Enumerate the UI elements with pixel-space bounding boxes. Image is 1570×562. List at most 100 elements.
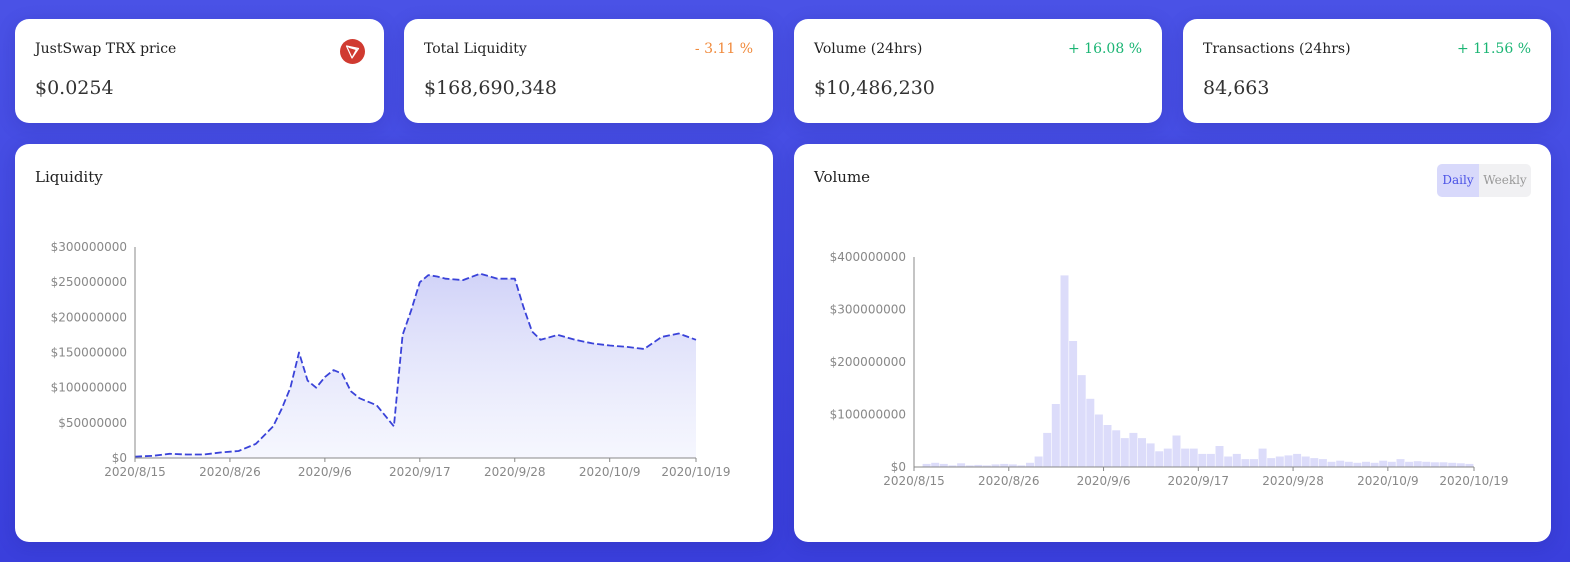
volume-bar bbox=[974, 464, 983, 467]
volume-bar bbox=[1232, 453, 1241, 467]
volume-bar bbox=[1293, 453, 1302, 467]
y-tick-label: $100000000 bbox=[51, 381, 127, 395]
volume-bar bbox=[1008, 464, 1017, 467]
y-tick-label: $0 bbox=[891, 460, 906, 474]
volume-bar bbox=[1060, 275, 1069, 467]
volume-bar bbox=[1163, 448, 1172, 467]
volume-bar bbox=[948, 465, 957, 467]
x-tick-label: 2020/8/26 bbox=[199, 465, 261, 479]
daily-toggle-button[interactable]: Daily bbox=[1437, 164, 1479, 197]
volume-bar bbox=[1387, 461, 1396, 468]
volume-bar bbox=[1344, 461, 1353, 468]
x-tick-label: 2020/9/6 bbox=[1077, 474, 1131, 488]
volume-bar bbox=[1267, 458, 1276, 467]
liquidity-area bbox=[135, 273, 696, 458]
x-tick-label: 2020/8/15 bbox=[104, 465, 166, 479]
x-tick-label: 2020/9/17 bbox=[1168, 474, 1230, 488]
x-tick-label: 2020/9/6 bbox=[298, 465, 352, 479]
stat-card-transactions-24h: Transactions (24hrs) + 11.56 % 84,663 bbox=[1183, 19, 1551, 123]
y-tick-label: $0 bbox=[112, 451, 127, 465]
stat-change: + 11.56 % bbox=[1456, 41, 1531, 57]
x-tick-label: 2020/10/19 bbox=[661, 465, 730, 479]
volume-bar bbox=[1284, 455, 1293, 467]
volume-bar bbox=[1138, 438, 1146, 467]
volume-bar bbox=[939, 463, 948, 467]
stat-title: JustSwap TRX price bbox=[35, 41, 177, 57]
stat-change: - 3.11 % bbox=[694, 41, 753, 57]
x-tick-label: 2020/9/28 bbox=[484, 465, 546, 479]
volume-bar bbox=[1069, 341, 1078, 467]
volume-bar bbox=[1000, 463, 1009, 467]
volume-bar bbox=[1405, 461, 1414, 468]
stat-value: $10,486,230 bbox=[814, 77, 935, 99]
volume-bar bbox=[1362, 461, 1370, 468]
volume-bar bbox=[931, 462, 940, 467]
liquidity-line bbox=[134, 272, 697, 458]
volume-bar bbox=[1026, 462, 1034, 467]
volume-bar bbox=[1086, 398, 1095, 468]
x-tick-label: 2020/8/15 bbox=[883, 474, 945, 488]
volume-bar bbox=[1017, 465, 1026, 467]
volume-bar bbox=[957, 463, 966, 467]
volume-bar bbox=[1430, 462, 1439, 467]
volume-bar bbox=[1353, 462, 1362, 467]
volume-bar bbox=[1301, 456, 1310, 467]
volume-bar bbox=[1465, 463, 1474, 467]
stat-title: Total Liquidity bbox=[424, 41, 527, 57]
x-tick-label: 2020/10/19 bbox=[1439, 474, 1508, 488]
weekly-toggle-button[interactable]: Weekly bbox=[1479, 164, 1531, 197]
volume-bar bbox=[1336, 460, 1345, 467]
volume-bar bbox=[1456, 463, 1465, 467]
volume-bar bbox=[1181, 448, 1190, 467]
volume-bar bbox=[1379, 460, 1388, 467]
volume-bar bbox=[1198, 453, 1207, 467]
stat-change: + 16.08 % bbox=[1067, 41, 1142, 57]
volume-bar bbox=[965, 465, 974, 467]
y-tick-label: $150000000 bbox=[51, 346, 127, 360]
volume-bar bbox=[1422, 461, 1431, 468]
volume-bar bbox=[1258, 448, 1267, 467]
volume-bar bbox=[1396, 459, 1405, 467]
volume-bar bbox=[1189, 448, 1198, 467]
x-tick-label: 2020/10/9 bbox=[579, 465, 641, 479]
volume-bar bbox=[1215, 446, 1224, 467]
x-tick-label: 2020/9/28 bbox=[1262, 474, 1324, 488]
chart-title: Liquidity bbox=[35, 168, 103, 186]
volume-bar bbox=[1051, 404, 1060, 467]
stat-value: $168,690,348 bbox=[424, 77, 557, 99]
y-tick-label: $300000000 bbox=[830, 303, 906, 317]
y-tick-label: $100000000 bbox=[830, 408, 906, 422]
volume-bar bbox=[922, 463, 931, 467]
volume-bar bbox=[1146, 443, 1155, 467]
stat-value: 84,663 bbox=[1203, 77, 1270, 99]
liquidity-chart-card: Liquidity $0 $50000000 $100000000 $15000000… bbox=[15, 144, 773, 542]
volume-bar bbox=[1094, 414, 1103, 467]
volume-bar bbox=[982, 465, 991, 467]
volume-bar bbox=[1043, 432, 1052, 467]
volume-bar bbox=[1241, 459, 1250, 467]
tron-logo-icon bbox=[340, 39, 365, 64]
volume-bar bbox=[1439, 462, 1448, 467]
y-tick-label: $200000000 bbox=[51, 310, 127, 324]
volume-bar bbox=[1310, 458, 1319, 467]
y-tick-label: $400000000 bbox=[830, 250, 906, 264]
stat-title: Transactions (24hrs) bbox=[1203, 41, 1351, 57]
x-tick-label: 2020/8/26 bbox=[978, 474, 1040, 488]
y-tick-label: $250000000 bbox=[51, 275, 127, 289]
volume-bar bbox=[1275, 456, 1284, 467]
volume-bar bbox=[1413, 461, 1422, 467]
volume-bar bbox=[1034, 456, 1043, 467]
volume-chart-card: Volume Daily Weekly $0 $100000000 $2000000… bbox=[794, 144, 1551, 542]
stat-card-trx-price: JustSwap TRX price $0.0254 bbox=[15, 19, 384, 123]
volume-bar bbox=[1224, 456, 1233, 467]
volume-bar bbox=[1155, 451, 1164, 468]
volume-bar bbox=[1077, 375, 1086, 467]
x-tick-label: 2020/10/9 bbox=[1357, 474, 1419, 488]
y-tick-label: $300000000 bbox=[51, 240, 127, 254]
volume-bar bbox=[1206, 453, 1215, 467]
chart-title: Volume bbox=[814, 168, 871, 186]
volume-bar bbox=[1112, 430, 1121, 468]
x-tick-label: 2020/9/17 bbox=[389, 465, 451, 479]
volume-bar bbox=[1129, 432, 1138, 467]
volume-chart: $0 $100000000 $200000000 $300000000 $4000000… bbox=[830, 250, 1509, 488]
